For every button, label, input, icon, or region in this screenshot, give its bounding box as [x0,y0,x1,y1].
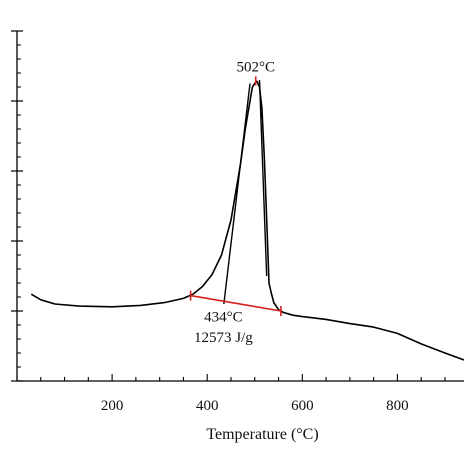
x-axis-title: Temperature (°C) [206,426,318,443]
axes [16,31,464,382]
x-tick-label: 600 [291,398,314,414]
labels: 200 400 600 800 Temperature (°C) 502°C 434°C 12… [101,60,409,443]
tangent-line-1 [258,79,268,277]
annotation-1: 434°C [204,310,243,326]
x-tick-label: 400 [196,398,219,414]
annotation-0: 502°C [236,60,275,76]
series-line-0 [30,80,464,361]
tangent-line-0 [223,83,251,305]
annotation-2: 12573 J/g [194,330,253,346]
plot-lines [30,76,464,361]
x-tick-label: 800 [386,398,409,414]
x-tick-label: 200 [101,398,124,414]
ticks [11,30,446,382]
integration-baseline [190,294,282,312]
